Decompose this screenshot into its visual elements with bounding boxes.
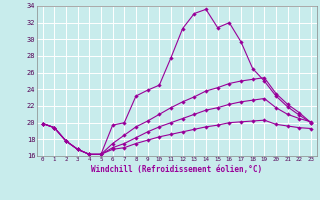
X-axis label: Windchill (Refroidissement éolien,°C): Windchill (Refroidissement éolien,°C) (91, 165, 262, 174)
